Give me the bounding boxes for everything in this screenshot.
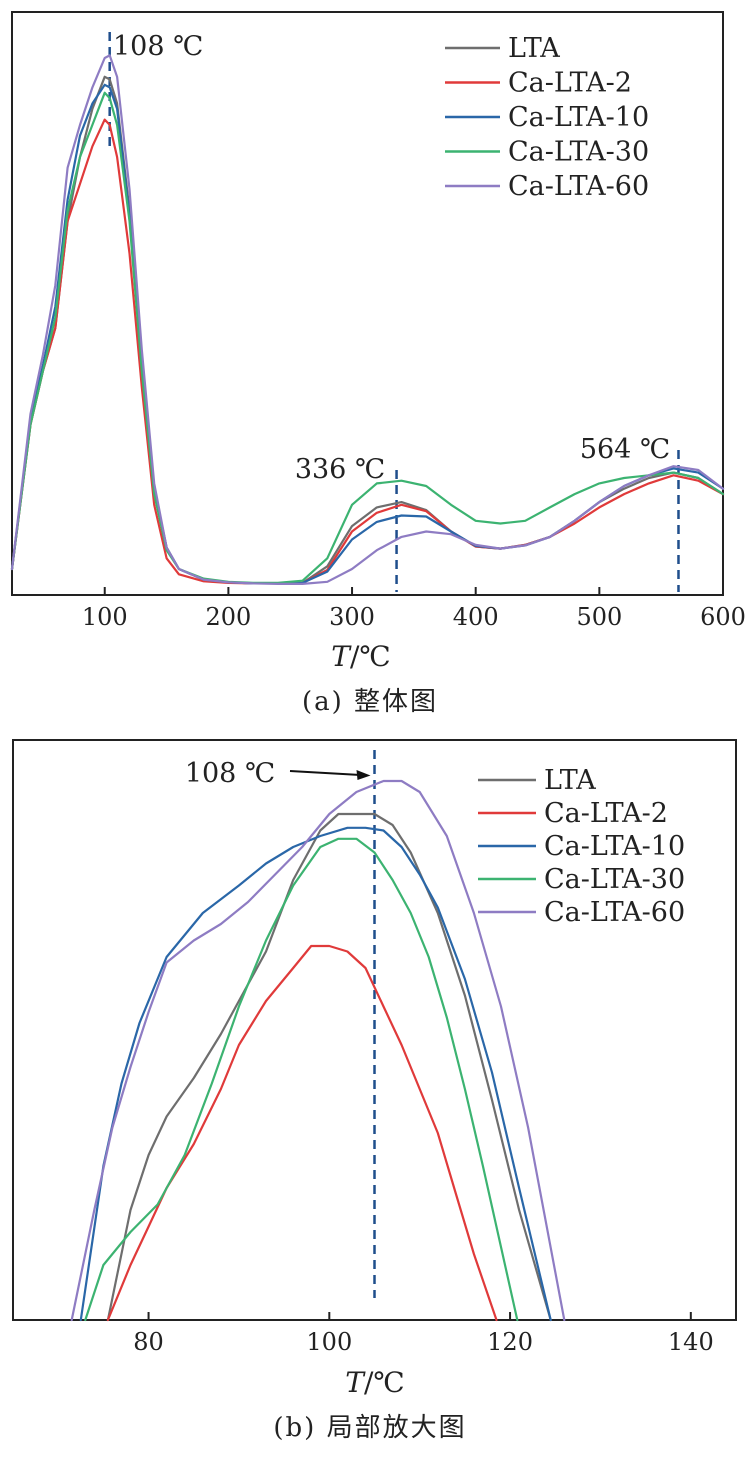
panel-a-legend-label-ca-lta-60: Ca-LTA-60 bbox=[508, 171, 649, 202]
panel-b-x-tick-label-120: 120 bbox=[487, 1328, 533, 1356]
panel-a-annotation-1: 108 ℃ bbox=[113, 31, 203, 62]
panel-b-series-lta bbox=[106, 812, 552, 1322]
panel-a-x-tick-label-400: 400 bbox=[453, 603, 499, 631]
panel-b-legend-label-ca-lta-2: Ca-LTA-2 bbox=[544, 798, 668, 829]
panel-b-series-ca-lta-60 bbox=[70, 779, 566, 1322]
panel-b-legend-label-ca-lta-30: Ca-LTA-30 bbox=[544, 864, 685, 895]
panel-b-legend-label-lta: LTA bbox=[544, 765, 596, 796]
panel-b-chart: 80 100 120 140 108 ℃ LTACa-LTA-2Ca-LTA-10Ca… bbox=[12, 739, 737, 1443]
panel-a-x-tick-label-500: 500 bbox=[576, 603, 622, 631]
panel-b-legend-label-ca-lta-60: Ca-LTA-60 bbox=[544, 897, 685, 928]
panel-a-chart: 100 200 300 400 500 600 108 ℃ 336 ℃ 564 ℃ LTA Ca… bbox=[10, 11, 746, 717]
panel-b-x-tick-label-80: 80 bbox=[133, 1328, 164, 1356]
panel-b-series-ca-lta-10 bbox=[79, 826, 552, 1322]
panel-a-x-tick-label-600: 600 bbox=[700, 603, 746, 631]
panel-a-x-tick-label-300: 300 bbox=[329, 603, 375, 631]
panel-a-plot-frame bbox=[11, 11, 724, 596]
panel-a-annotation-2: 336 ℃ bbox=[295, 454, 385, 485]
panel-a-legend-label-ca-lta-2: Ca-LTA-2 bbox=[508, 68, 632, 99]
panel-b-x-axis-title: T/℃ bbox=[345, 1366, 404, 1399]
panel-b-x-tick-label-140: 140 bbox=[668, 1328, 714, 1356]
panel-b-plot-frame bbox=[12, 739, 737, 1321]
panel-a-caption: (a) 整体图 bbox=[302, 687, 438, 717]
panel-a-legend-label-ca-lta-30: Ca-LTA-30 bbox=[508, 137, 649, 168]
panel-a-legend-label-ca-lta-10: Ca-LTA-10 bbox=[508, 102, 649, 133]
panel-a-x-tick-label-200: 200 bbox=[205, 603, 251, 631]
panel-a-series-ca-lta-60 bbox=[10, 54, 725, 585]
panel-a-annotation-3: 564 ℃ bbox=[580, 434, 670, 465]
panel-b-annotation-arrow-head bbox=[356, 770, 371, 780]
panel-a-x-axis-title: T/℃ bbox=[331, 640, 390, 673]
panel-b-annotation-arrow-shaft bbox=[289, 770, 361, 776]
panel-a-x-tick-label-100: 100 bbox=[82, 603, 128, 631]
panel-b-series-ca-lta-30 bbox=[84, 837, 519, 1322]
panel-b-caption: (b) 局部放大图 bbox=[273, 1413, 466, 1443]
panel-b-series-ca-lta-2 bbox=[106, 944, 498, 1322]
panel-b-x-tick-label-100: 100 bbox=[306, 1328, 352, 1356]
panel-b-legend-label-ca-lta-10: Ca-LTA-10 bbox=[544, 831, 685, 862]
panel-b-annotation-1: 108 ℃ bbox=[185, 758, 275, 789]
panel-a-legend-label-lta: LTA bbox=[508, 33, 560, 64]
